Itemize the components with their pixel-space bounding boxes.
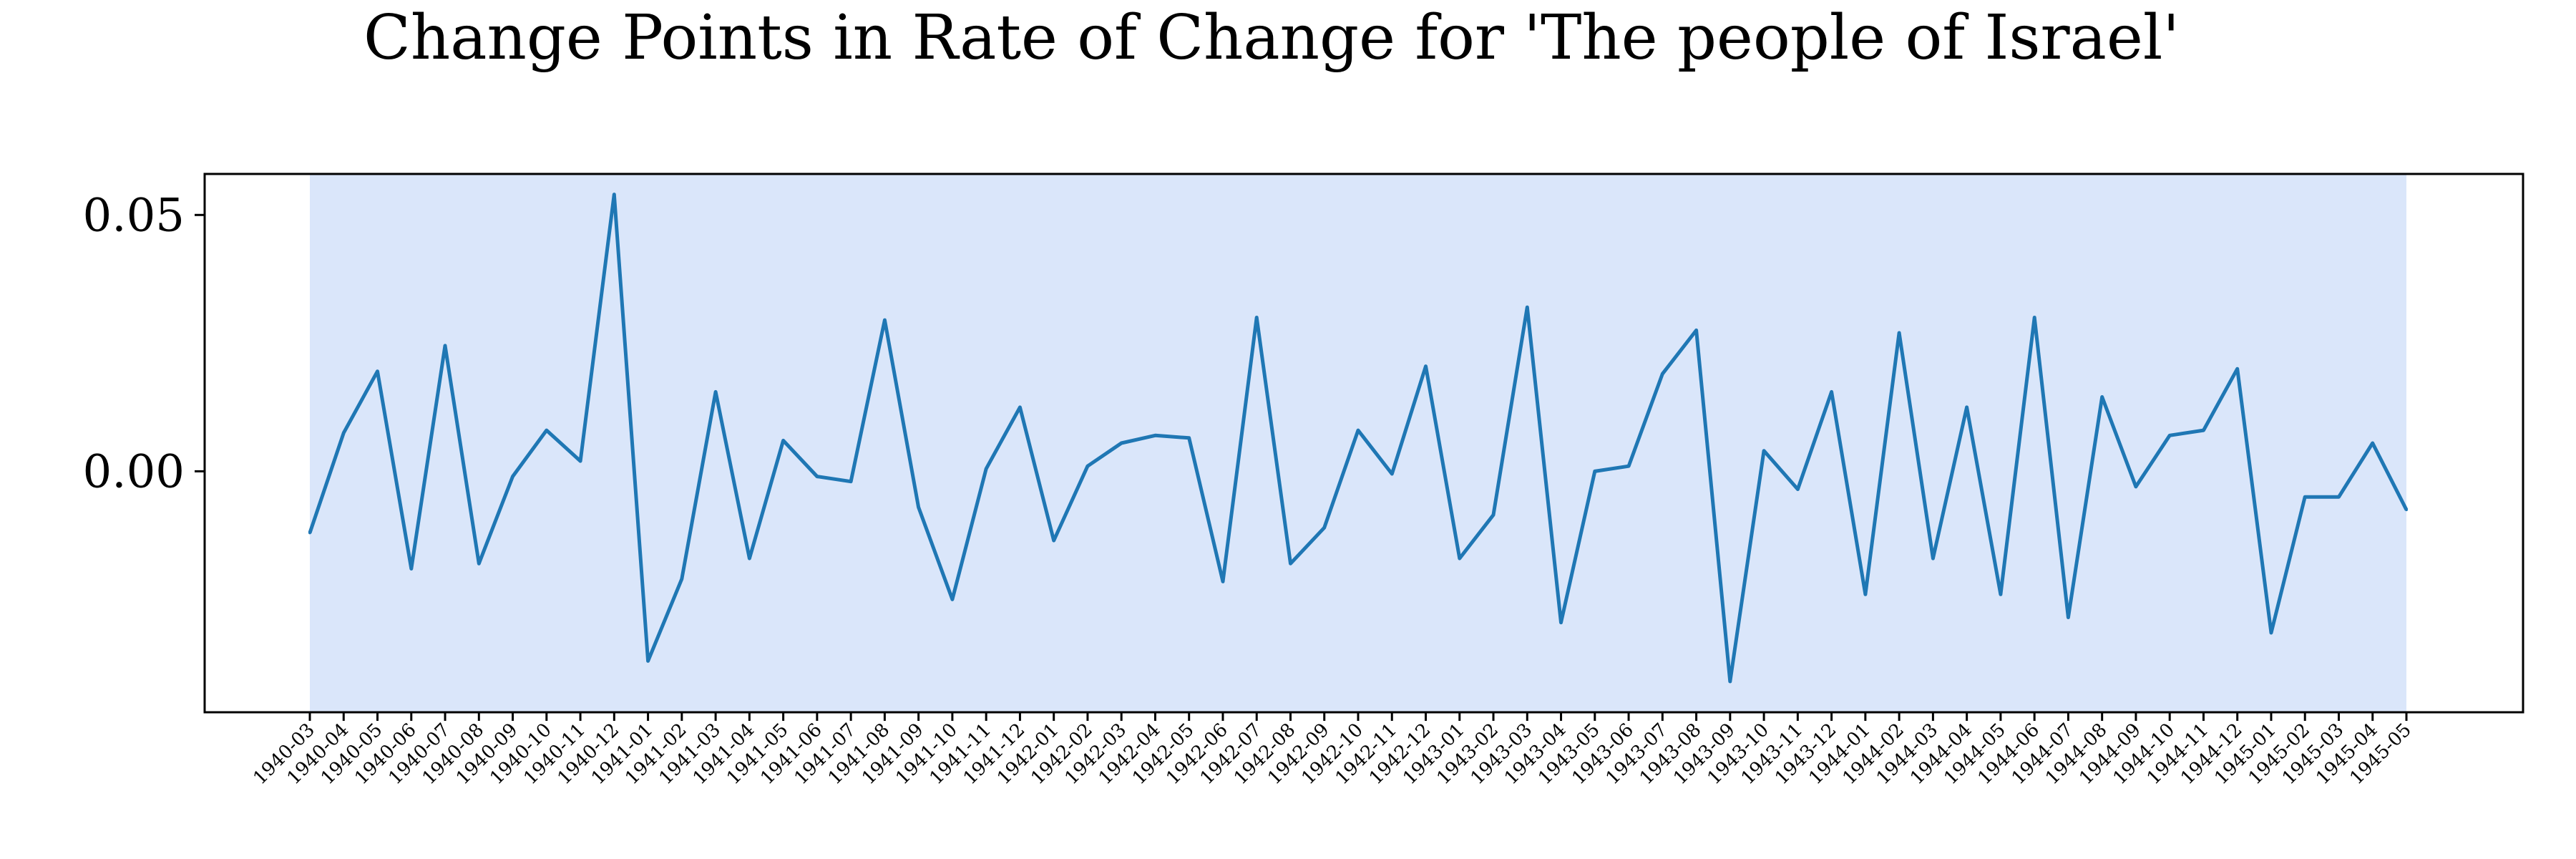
data-point	[1559, 621, 1563, 624]
data-point	[545, 429, 548, 432]
data-point	[1018, 405, 1022, 409]
data-point	[917, 505, 920, 509]
data-point	[2269, 631, 2273, 634]
data-point	[2405, 508, 2408, 512]
x-axis: 1940-031940-041940-051940-061940-071940-…	[249, 712, 2416, 789]
data-point	[1661, 372, 1664, 376]
data-point	[2337, 495, 2341, 499]
data-point	[376, 369, 379, 373]
data-point	[1728, 680, 1732, 684]
data-point	[1796, 487, 1800, 491]
data-point	[477, 562, 481, 566]
data-point	[2371, 442, 2374, 445]
data-point	[1390, 472, 1394, 475]
data-point	[781, 439, 785, 442]
data-point	[1931, 557, 1935, 560]
data-point	[2303, 495, 2307, 499]
data-point	[2067, 616, 2070, 619]
data-point	[1458, 557, 1461, 560]
plot-frame	[203, 173, 2524, 714]
y-tick-label: 0.00	[83, 445, 185, 498]
data-point	[1965, 405, 1968, 409]
data-point	[1526, 306, 1529, 309]
data-point	[2100, 395, 2104, 399]
data-point	[2202, 429, 2205, 432]
data-point	[714, 390, 718, 394]
data-point	[1762, 449, 1766, 452]
data-point	[1357, 429, 1360, 432]
data-point	[613, 193, 616, 196]
data-point	[950, 598, 954, 601]
data-point	[883, 319, 887, 322]
data-point	[1830, 390, 1833, 394]
data-point	[1052, 539, 1055, 543]
data-point	[1221, 580, 1224, 583]
data-point	[1627, 465, 1631, 468]
y-tick-label: 0.05	[83, 189, 185, 242]
chart-title: Change Points in Rate of Change for 'The…	[364, 2, 2180, 74]
y-axis: 0.05 0.00	[83, 189, 205, 498]
data-point	[2033, 316, 2036, 319]
data-point	[1898, 331, 1901, 335]
data-point	[849, 480, 853, 483]
data-point	[1085, 465, 1089, 468]
data-point	[748, 557, 751, 560]
shaded-span	[310, 174, 2406, 712]
data-point	[1593, 470, 1596, 473]
data-point	[1255, 316, 1259, 319]
data-point	[646, 659, 650, 663]
data-point	[2235, 367, 2239, 371]
data-point	[308, 531, 311, 535]
data-point	[1153, 434, 1157, 437]
data-point	[985, 467, 988, 470]
data-point	[1863, 593, 1867, 596]
data-point	[444, 344, 447, 347]
data-point	[1120, 442, 1123, 445]
data-point	[2134, 485, 2137, 488]
data-point	[579, 460, 582, 463]
data-point	[1999, 593, 2002, 596]
data-point	[1322, 526, 1326, 530]
data-point	[1694, 329, 1698, 332]
series-group	[308, 193, 2409, 684]
data-point	[1492, 513, 1496, 517]
data-point	[2168, 434, 2172, 437]
data-point	[1187, 436, 1191, 440]
data-point	[409, 567, 413, 571]
data-point	[511, 475, 514, 478]
data-point	[680, 577, 683, 581]
data-point	[815, 475, 819, 478]
data-point	[1289, 562, 1292, 566]
data-point	[1424, 364, 1428, 368]
data-point	[342, 431, 346, 435]
